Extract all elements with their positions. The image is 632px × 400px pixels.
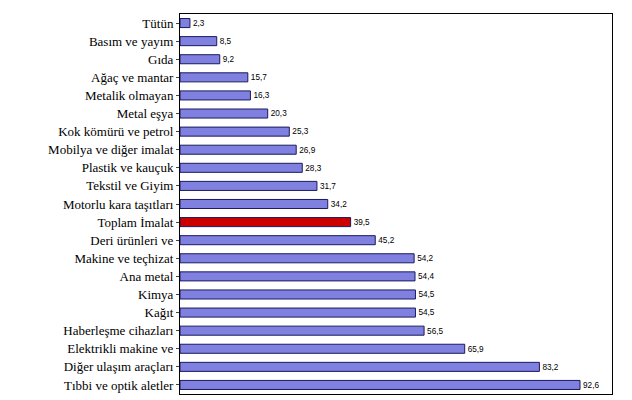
svg-text:45,2: 45,2 [378, 236, 394, 245]
svg-text:Kağıt: Kağıt [145, 305, 174, 320]
svg-text:56,5: 56,5 [427, 327, 443, 336]
svg-text:31,7: 31,7 [320, 182, 336, 191]
svg-text:16,3: 16,3 [253, 91, 269, 100]
svg-text:54,5: 54,5 [418, 290, 434, 299]
svg-text:Ana metal: Ana metal [120, 269, 174, 284]
svg-text:Tütün: Tütün [142, 16, 174, 31]
svg-text:2,3: 2,3 [193, 19, 205, 28]
svg-text:54,2: 54,2 [417, 254, 433, 263]
svg-text:Plastik ve kauçuk: Plastik ve kauçuk [82, 160, 174, 175]
svg-text:83,2: 83,2 [542, 363, 558, 372]
svg-text:34,2: 34,2 [331, 200, 347, 209]
svg-text:Ağaç ve mantar: Ağaç ve mantar [91, 70, 174, 85]
svg-text:Metal eşya: Metal eşya [117, 106, 174, 121]
svg-text:Kimya: Kimya [138, 287, 174, 302]
svg-text:Makine ve teçhizat: Makine ve teçhizat [74, 251, 173, 266]
svg-text:28,3: 28,3 [305, 164, 321, 173]
svg-text:Mobilya ve diğer imalat: Mobilya ve diğer imalat [48, 142, 174, 157]
svg-text:65,9: 65,9 [468, 345, 484, 354]
svg-text:54,5: 54,5 [418, 308, 434, 317]
svg-text:Basım ve yayım: Basım ve yayım [89, 34, 174, 49]
svg-text:25,3: 25,3 [292, 127, 308, 136]
svg-text:92,6: 92,6 [583, 381, 599, 390]
svg-text:Deri ürünleri ve: Deri ürünleri ve [90, 233, 173, 248]
svg-text:Tekstil ve Giyim: Tekstil ve Giyim [86, 178, 173, 193]
svg-text:8,5: 8,5 [220, 37, 232, 46]
svg-text:Motorlu kara taşıtları: Motorlu kara taşıtları [63, 197, 174, 212]
svg-text:Haberleşme cihazları: Haberleşme cihazları [63, 323, 173, 338]
svg-text:Toplam İmalat: Toplam İmalat [97, 215, 173, 230]
svg-text:Elektrikli makine ve: Elektrikli makine ve [67, 341, 173, 356]
svg-text:Diğer ulaşım araçları: Diğer ulaşım araçları [64, 359, 174, 374]
svg-text:9,2: 9,2 [223, 55, 235, 64]
svg-text:26,9: 26,9 [299, 146, 315, 155]
svg-text:Tıbbi ve optik aletler: Tıbbi ve optik aletler [64, 378, 174, 393]
svg-text:39,5: 39,5 [354, 218, 370, 227]
svg-text:20,3: 20,3 [271, 109, 287, 118]
svg-text:Kok kömürü ve petrol: Kok kömürü ve petrol [58, 124, 174, 139]
svg-text:Gıda: Gıda [148, 52, 174, 67]
svg-text:54,4: 54,4 [418, 272, 434, 281]
svg-text:15,7: 15,7 [251, 73, 267, 82]
svg-text:Metalik olmayan: Metalik olmayan [85, 88, 174, 103]
